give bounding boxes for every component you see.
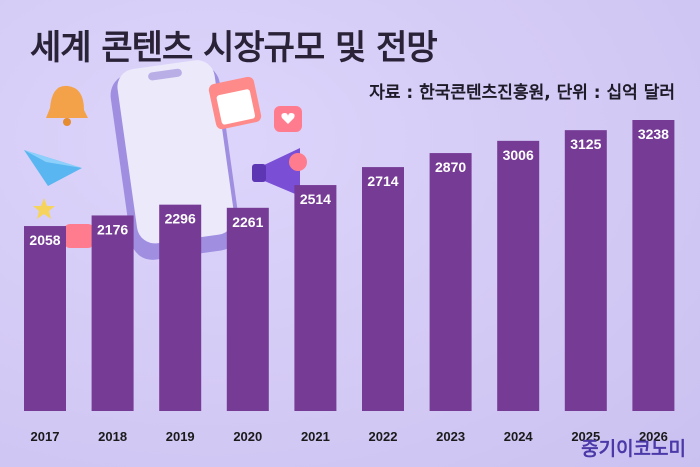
source-note: 자료 : 한국콘텐츠진흥원, 단위 : 십억 달러 xyxy=(369,83,675,103)
bell-icon xyxy=(46,85,88,126)
calendar-icon xyxy=(208,76,262,130)
bar-2019 xyxy=(159,204,202,411)
bar-2022 xyxy=(362,167,404,411)
x-tick-2022: 2022 xyxy=(369,429,398,444)
x-tick-2018: 2018 xyxy=(98,429,127,444)
bar-2024 xyxy=(497,140,540,411)
brand-logo: 중기이코노미 xyxy=(581,438,686,460)
value-label-2026: 3238 xyxy=(638,126,669,142)
bar-2026 xyxy=(632,120,675,411)
x-tick-2019: 2019 xyxy=(166,429,195,444)
bar-2021 xyxy=(294,185,337,411)
x-tick-2026: 2026 xyxy=(639,429,668,444)
x-tick-2020: 2020 xyxy=(233,429,262,444)
value-label-2021: 2514 xyxy=(300,191,331,207)
megaphone-icon xyxy=(252,148,307,196)
value-label-2023: 2870 xyxy=(435,159,466,175)
page-title: 세계 콘텐츠 시장규모 및 전망 xyxy=(30,28,438,68)
value-label-2022: 2714 xyxy=(367,173,398,189)
x-tick-2023: 2023 xyxy=(436,429,465,444)
bar-2023 xyxy=(429,153,472,411)
bar-2018 xyxy=(91,215,134,411)
star-icon xyxy=(33,198,55,219)
bar-2020 xyxy=(226,207,269,411)
value-label-2017: 2058 xyxy=(29,232,60,248)
x-tick-2021: 2021 xyxy=(301,429,330,444)
x-tick-2025: 2025 xyxy=(571,429,600,444)
value-label-2020: 2261 xyxy=(232,214,263,230)
phone-icon xyxy=(110,60,240,260)
chat-bubble-icon xyxy=(64,224,94,248)
value-label-2018: 2176 xyxy=(97,221,128,237)
value-label-2019: 2296 xyxy=(165,211,196,227)
value-label-2024: 3006 xyxy=(503,147,534,163)
heart-message-icon xyxy=(274,106,302,132)
paper-plane-icon xyxy=(24,150,82,186)
x-tick-2024: 2024 xyxy=(504,429,534,444)
x-tick-2017: 2017 xyxy=(31,429,60,444)
bar-2025 xyxy=(564,130,607,412)
bar-2017 xyxy=(24,226,66,411)
value-label-2025: 3125 xyxy=(570,136,601,152)
